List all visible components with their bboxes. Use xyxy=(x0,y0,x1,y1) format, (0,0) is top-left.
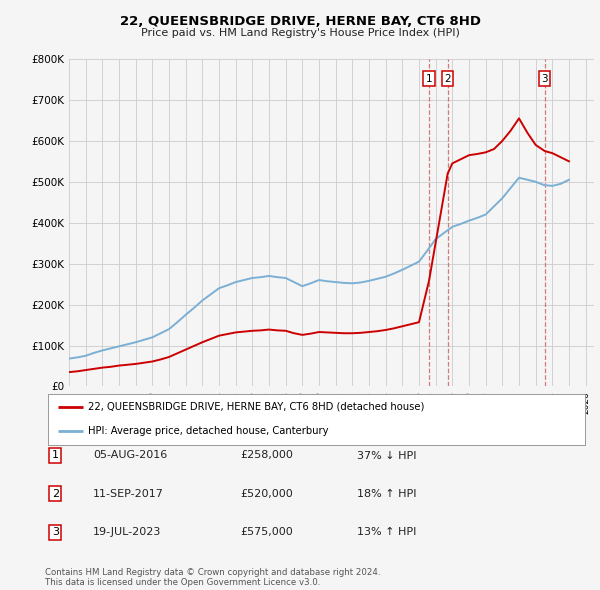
Text: 37% ↓ HPI: 37% ↓ HPI xyxy=(357,451,416,460)
Text: 3: 3 xyxy=(542,74,548,84)
Text: 05-AUG-2016: 05-AUG-2016 xyxy=(93,451,167,460)
Text: 1: 1 xyxy=(425,74,433,84)
Text: 22, QUEENSBRIDGE DRIVE, HERNE BAY, CT6 8HD (detached house): 22, QUEENSBRIDGE DRIVE, HERNE BAY, CT6 8… xyxy=(88,402,425,411)
Text: 3: 3 xyxy=(52,527,59,537)
Text: Price paid vs. HM Land Registry's House Price Index (HPI): Price paid vs. HM Land Registry's House … xyxy=(140,28,460,38)
Text: £258,000: £258,000 xyxy=(240,451,293,460)
Text: Contains HM Land Registry data © Crown copyright and database right 2024.
This d: Contains HM Land Registry data © Crown c… xyxy=(45,568,380,587)
Text: £575,000: £575,000 xyxy=(240,527,293,537)
Text: 2: 2 xyxy=(445,74,451,84)
Text: 2: 2 xyxy=(52,489,59,499)
Text: HPI: Average price, detached house, Canterbury: HPI: Average price, detached house, Cant… xyxy=(88,426,329,436)
Text: 18% ↑ HPI: 18% ↑ HPI xyxy=(357,489,416,499)
Text: 1: 1 xyxy=(52,451,59,460)
Text: 19-JUL-2023: 19-JUL-2023 xyxy=(93,527,161,537)
Text: 22, QUEENSBRIDGE DRIVE, HERNE BAY, CT6 8HD: 22, QUEENSBRIDGE DRIVE, HERNE BAY, CT6 8… xyxy=(119,15,481,28)
Text: 11-SEP-2017: 11-SEP-2017 xyxy=(93,489,164,499)
Text: 13% ↑ HPI: 13% ↑ HPI xyxy=(357,527,416,537)
Text: £520,000: £520,000 xyxy=(240,489,293,499)
